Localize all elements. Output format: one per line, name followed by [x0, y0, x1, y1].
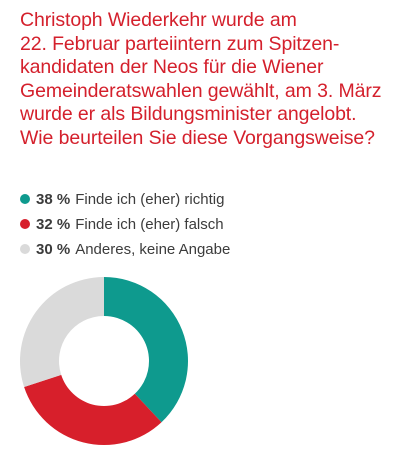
legend-item-falsch: 32 % Finde ich (eher) falsch	[20, 213, 410, 235]
question-line: kandidaten der Neos für die Wiener	[20, 56, 324, 78]
question-title: Christoph Wiederkehr wurde am 22. Februa…	[20, 9, 410, 150]
question-line: Gemeinderatswahlen gewählt, am 3. März	[20, 79, 382, 102]
legend-label: Finde ich (eher) falsch	[75, 215, 224, 233]
donut-chart	[19, 277, 188, 445]
legend-swatch-anderes	[20, 244, 30, 254]
chart-legend: 38 % Finde ich (eher) richtig 32 % Finde…	[20, 188, 410, 263]
legend-label: Anderes, keine Angabe	[75, 240, 231, 258]
donut-slice-richtig	[104, 277, 188, 423]
donut-slice-falsch	[24, 374, 162, 445]
legend-item-richtig: 38 % Finde ich (eher) richtig	[20, 188, 410, 210]
legend-label: Finde ich (eher) richtig	[75, 190, 225, 208]
question-line: wurde er als Bildungsminister angelobt.	[20, 103, 357, 125]
question-line: 22. Februar parteiintern zum Spitzen-	[20, 32, 340, 55]
question-line: Christoph Wiederkehr wurde am	[20, 9, 297, 31]
legend-item-anderes: 30 % Anderes, keine Angabe	[20, 238, 410, 260]
legend-swatch-falsch	[20, 219, 30, 229]
question-line: Wie beurteilen Sie diese Vorgangsweise?	[20, 126, 375, 149]
legend-percent: 38 %	[36, 190, 71, 208]
legend-swatch-richtig	[20, 194, 30, 204]
legend-percent: 30 %	[36, 240, 71, 258]
legend-percent: 32 %	[36, 215, 71, 233]
donut-slice-anderes	[19, 277, 105, 387]
